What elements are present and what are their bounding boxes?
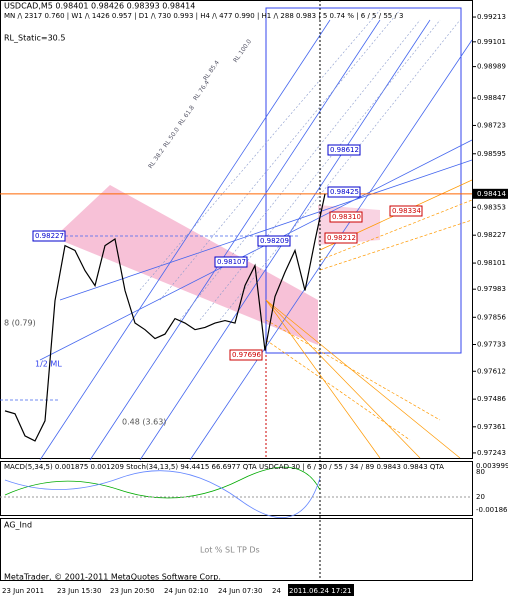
y-tick-label: 0.97243 [477, 449, 506, 457]
price-box-label: 0.98425 [330, 188, 359, 196]
annotation: 0.48 (3.63) [122, 418, 166, 427]
indicator-tick-label: 20 [476, 493, 485, 501]
x-tick-label: 23 Jun 2011 [2, 587, 44, 595]
indicator-title: MACD(5,34,5) 0.001875 0.001209 Stoch(34,… [4, 463, 444, 471]
indicator-tick-label: 0.003999 [476, 462, 508, 470]
y-tick-label: 0.98723 [477, 121, 506, 129]
price-box-label: 0.98334 [392, 207, 421, 215]
price-box-label: 0.98209 [260, 237, 289, 245]
indicator-tick-label: -0.00186 [476, 506, 508, 514]
indicator-frame [0, 461, 473, 516]
blue-box [265, 7, 462, 354]
y-tick-label: 0.98595 [477, 150, 506, 158]
setting-label: RL_Static=30.5 [4, 34, 65, 43]
price-box-label: 0.97696 [232, 351, 261, 359]
y-tick-label: 0.99213 [477, 13, 506, 21]
x-tick-label: 2011.06.24 17:21 [289, 587, 351, 595]
x-tick-label: 24 Jun 07:30 [218, 587, 262, 595]
price-box [214, 256, 248, 268]
annotation: 8 (0.79) [4, 319, 36, 328]
x-tick-label: 23 Jun 20:50 [110, 587, 154, 595]
y-tick-label: 0.97733 [477, 340, 506, 348]
price-box [329, 211, 363, 223]
y-tick-label: 0.98227 [477, 231, 506, 239]
y-tick-label: 0.98847 [477, 94, 506, 102]
price-box-label: 0.98612 [330, 146, 359, 154]
price-box-label: 0.98310 [332, 213, 361, 221]
price-box [327, 144, 361, 156]
y-tick-label: 0.97612 [477, 367, 506, 375]
price-box [32, 230, 66, 242]
price-box [229, 349, 263, 361]
x-tick-label: 24 Jun 02:10 [164, 587, 208, 595]
copyright: MetaTrader, © 2001-2011 MetaQuotes Softw… [4, 573, 221, 582]
annotation: 1/2 ML [35, 360, 62, 369]
price-box [257, 235, 291, 247]
price-box [389, 205, 423, 217]
last-price-label: 0.98414 [477, 190, 506, 198]
y-tick-label: 0.99101 [477, 38, 506, 46]
stoch-signal [4, 470, 321, 518]
orange-fan [265, 179, 473, 459]
x-tick-label: 23 Jun 15:30 [57, 587, 101, 595]
y-tick-label: 0.97361 [477, 423, 506, 431]
panel2-header: Lot % SL TP Ds [200, 546, 260, 555]
y-tick-label: 0.98989 [477, 63, 506, 71]
price-box-label: 0.98212 [327, 234, 356, 242]
panel2-title: AG_Ind [4, 521, 32, 530]
header-subtitle: MN /\ 2317 0.760 | W1 /\ 1426 0.957 | D1… [4, 12, 404, 20]
panel2-frame [0, 518, 473, 581]
y-tick-label: 0.98101 [477, 259, 506, 267]
x-tick-label: 24 [272, 587, 281, 595]
last-price-box [473, 188, 508, 199]
time-box [288, 584, 354, 596]
header-title: USDCAD,M5 0.98401 0.98426 0.98393 0.9841… [4, 2, 195, 11]
indicator-tick-label: 80 [476, 468, 485, 476]
price-line [4, 193, 326, 442]
price-box-label: 0.98107 [217, 258, 246, 266]
y-tick-label: 0.97983 [477, 285, 506, 293]
y-tick-label: 0.97856 [477, 313, 506, 321]
y-tick-label: 0.97486 [477, 395, 506, 403]
price-box-label: 0.98227 [35, 232, 64, 240]
price-box [327, 186, 361, 198]
price-box [324, 232, 358, 244]
y-tick-label: 0.98353 [477, 203, 506, 211]
main-frame [0, 0, 473, 459]
